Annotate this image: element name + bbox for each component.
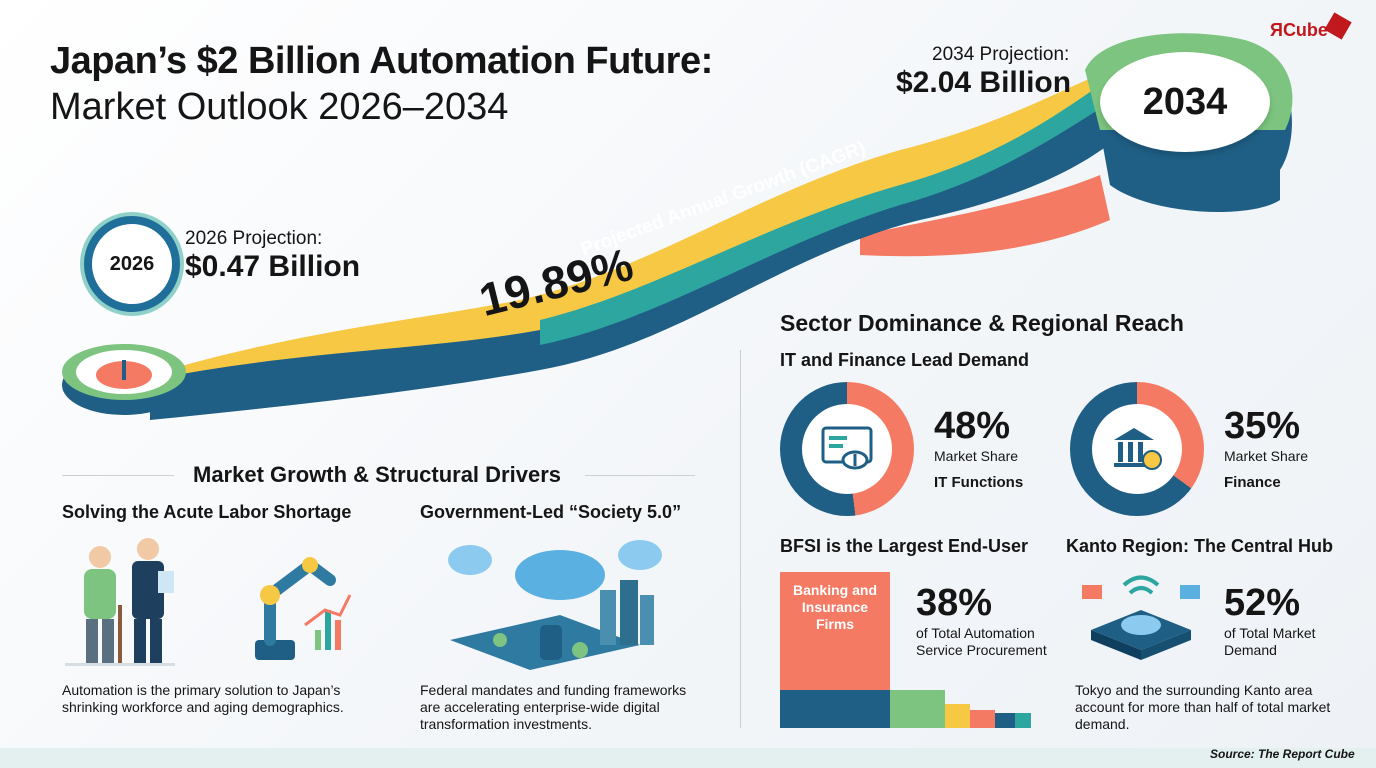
growth-divider-left xyxy=(62,475,174,476)
bfsi-step-3 xyxy=(970,710,995,728)
bottom-strip xyxy=(0,748,1376,768)
source-note: Source: The Report Cube xyxy=(1210,747,1355,761)
bfsi-bar-label: Banking and Insurance Firms xyxy=(792,582,877,632)
bfsi-bar-top xyxy=(780,572,890,690)
brand-logo: ЯCube xyxy=(1270,20,1328,40)
bfsi-text: of Total Automation Service Procurement xyxy=(916,625,1047,658)
growth-ribbon xyxy=(62,33,1293,420)
end-projection-label: 2034 Projection: xyxy=(932,44,1070,65)
start-projection-value: $0.47 Billion xyxy=(185,250,361,283)
vertical-divider xyxy=(740,350,741,728)
bfsi-step-1 xyxy=(890,690,945,728)
labor-text: Automation is the primary solution to Ja… xyxy=(62,682,344,715)
finance-share-donut xyxy=(1070,382,1204,516)
start-projection-label: 2026 Projection: xyxy=(185,228,323,249)
bfsi-bar-bottom xyxy=(780,690,890,728)
it-share-label: Market Share xyxy=(934,448,1019,464)
finance-inner xyxy=(1092,404,1182,494)
growth-heading: Market Growth & Structural Drivers xyxy=(193,462,561,487)
sector-heading: Sector Dominance & Regional Reach xyxy=(780,310,1184,336)
workers-illustration-icon xyxy=(65,538,352,666)
labor-title: Solving the Acute Labor Shortage xyxy=(62,502,352,522)
page-subtitle: Market Outlook 2026–2034 xyxy=(50,86,509,128)
page-title: Japan’s $2 Billion Automation Future: xyxy=(50,40,713,82)
bfsi-percent: 38% xyxy=(916,582,993,624)
year-2034-badge: 2034 xyxy=(1100,52,1270,152)
kanto-percent: 52% xyxy=(1224,582,1301,624)
bank-icon xyxy=(1114,428,1162,470)
smart-city-illustration-icon xyxy=(448,540,662,670)
society-text: Federal mandates and funding frameworks … xyxy=(420,682,687,732)
finance-percent: 35% xyxy=(1224,405,1301,447)
cloud-upload-icon xyxy=(821,426,873,470)
society-title: Government-Led “Society 5.0” xyxy=(420,502,682,522)
kanto-description: Tokyo and the surrounding Kanto area acc… xyxy=(1075,682,1331,732)
growth-divider-right xyxy=(585,475,695,476)
year-2026-badge: 2026 xyxy=(84,216,180,312)
bfsi-step-5 xyxy=(1015,713,1031,728)
end-projection-value: $2.04 Billion xyxy=(896,66,1072,99)
it-percent: 48% xyxy=(934,405,1011,447)
bfsi-title: BFSI is the Largest End-User xyxy=(780,536,1029,556)
it-name: IT Functions xyxy=(934,474,1024,491)
it-functions-inner xyxy=(802,404,892,494)
sector-subheading: IT and Finance Lead Demand xyxy=(780,350,1030,370)
kanto-text: of Total Market Demand xyxy=(1224,625,1316,658)
server-hub-icon xyxy=(1082,575,1200,660)
bfsi-step-4 xyxy=(995,713,1015,728)
finance-share-label: Market Share xyxy=(1224,448,1309,464)
bfsi-step-2 xyxy=(945,704,970,728)
finance-name: Finance xyxy=(1224,474,1281,491)
kanto-title: Kanto Region: The Central Hub xyxy=(1066,536,1333,556)
it-share-donut xyxy=(780,382,914,516)
